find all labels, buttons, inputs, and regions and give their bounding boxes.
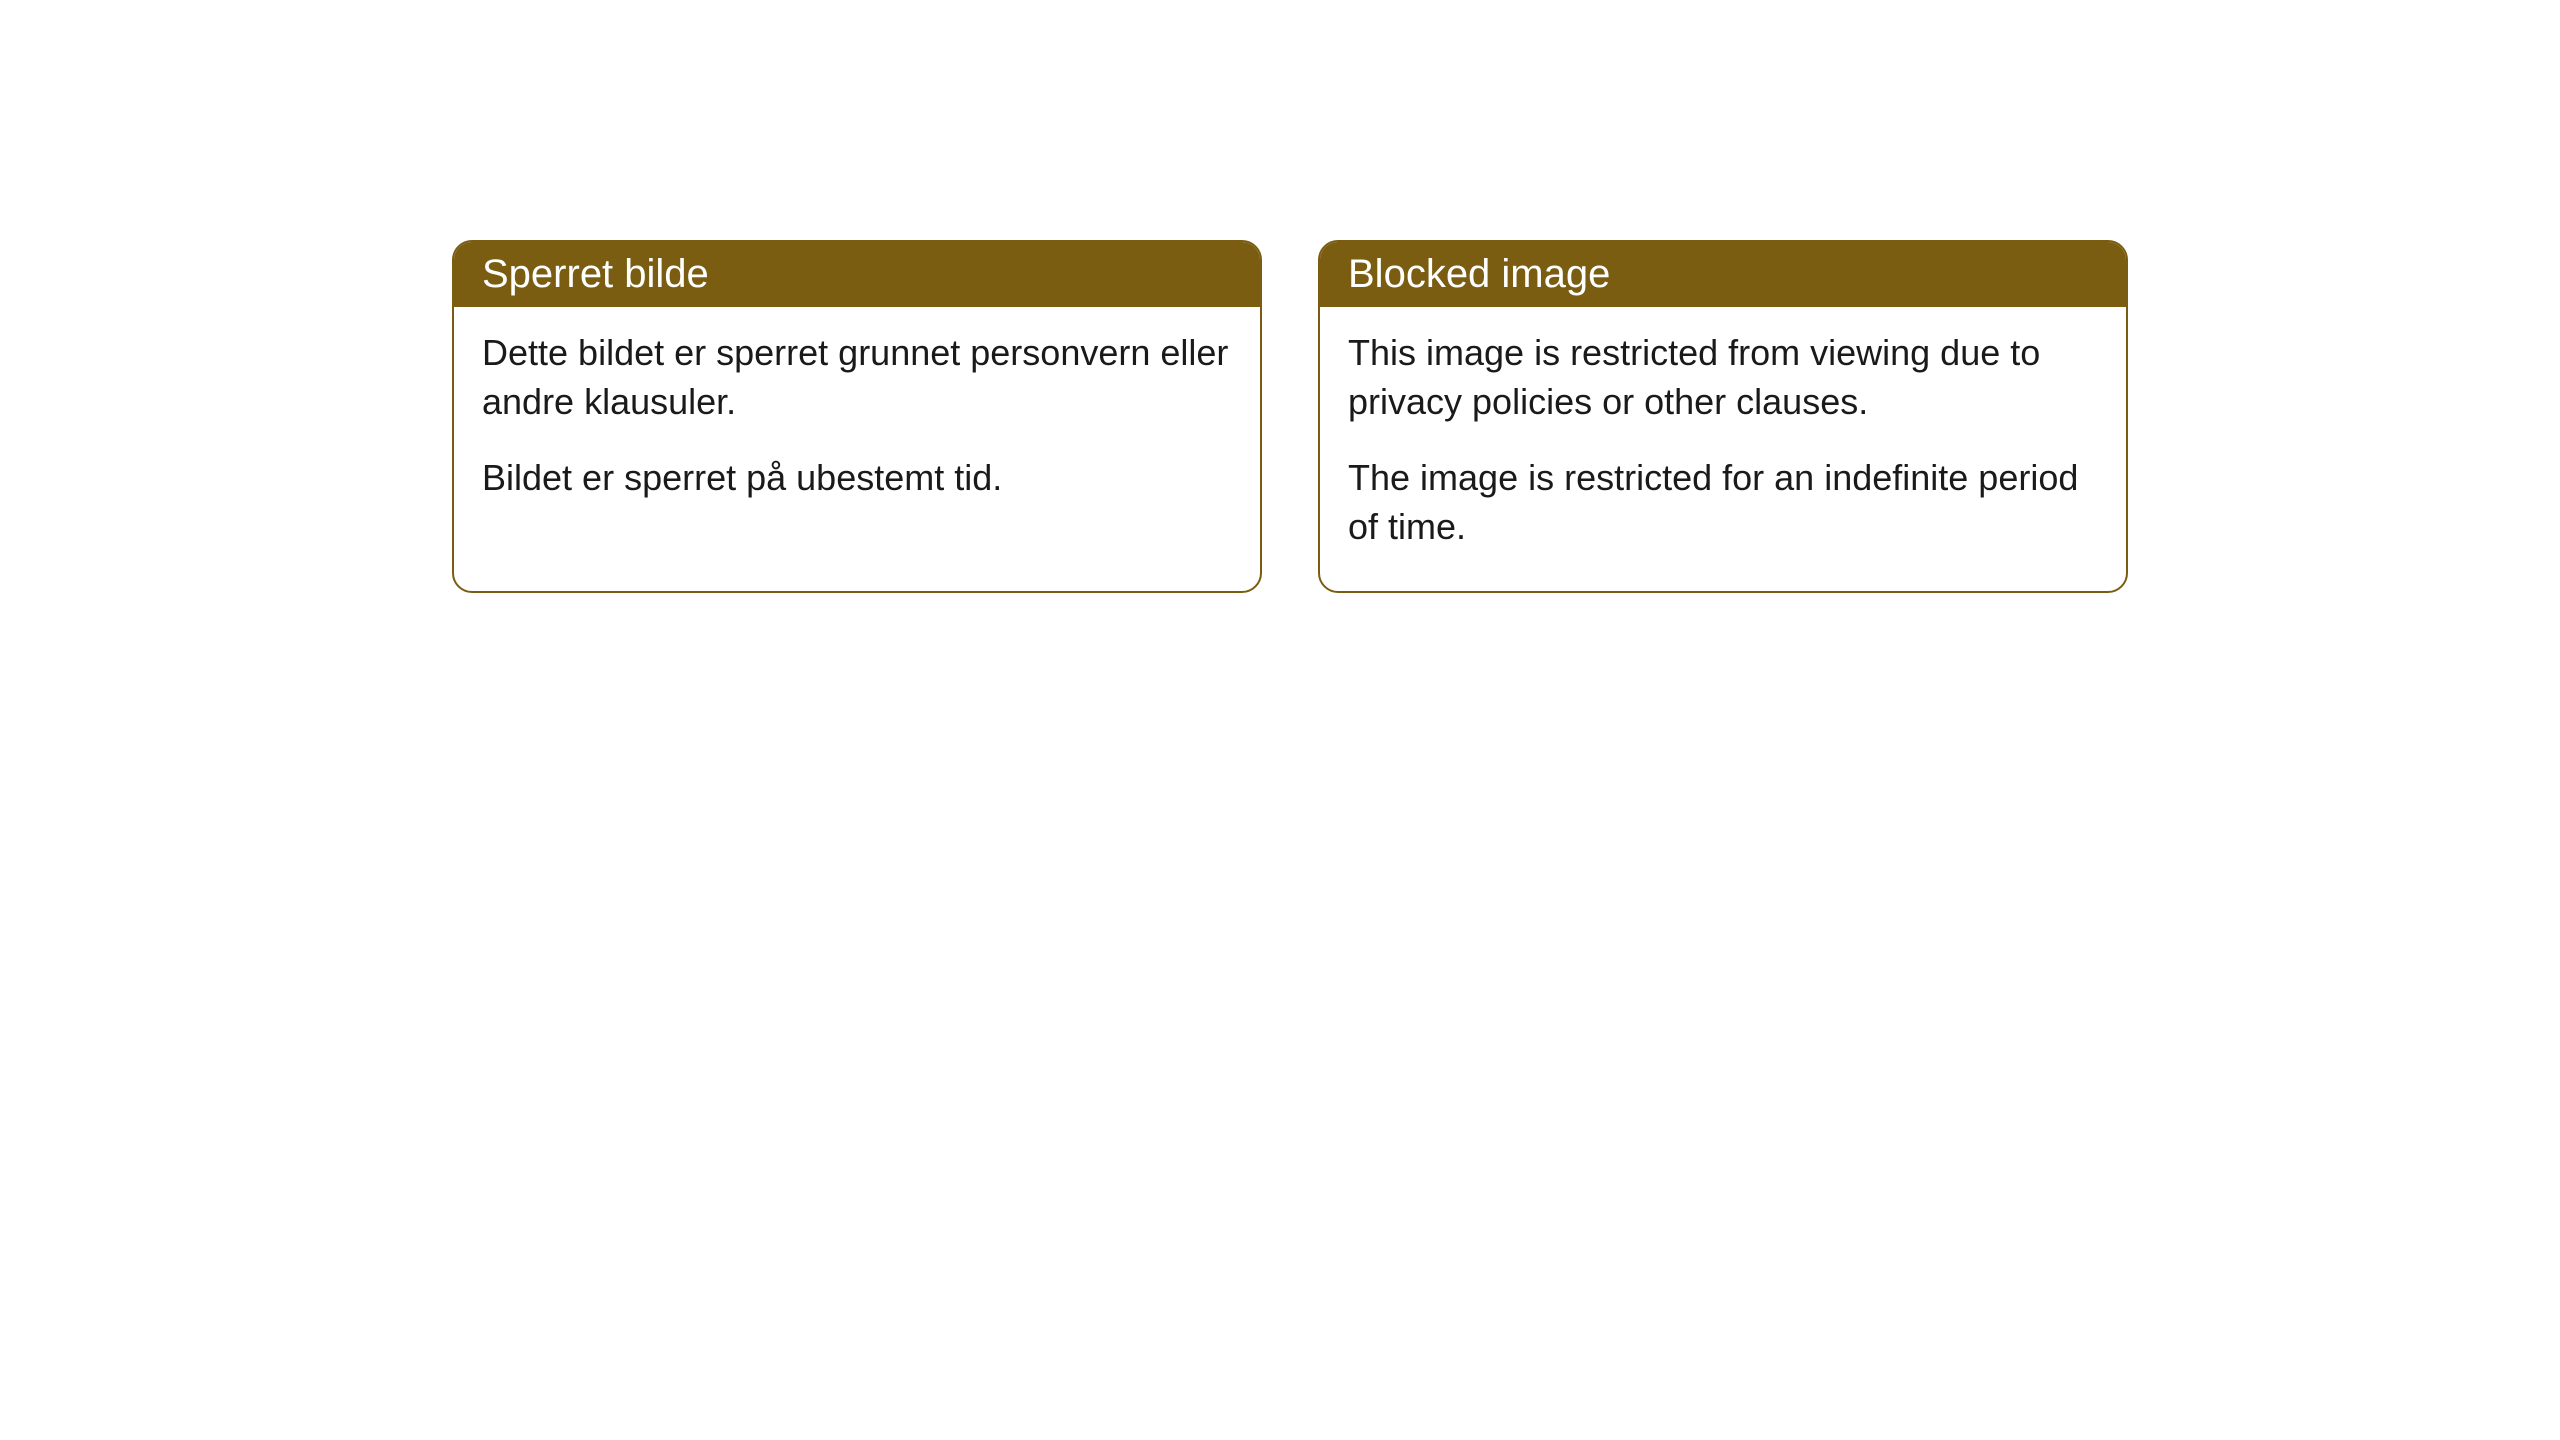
card-body: Dette bildet er sperret grunnet personve… — [454, 307, 1260, 543]
card-title: Sperret bilde — [482, 252, 709, 296]
card-title: Blocked image — [1348, 252, 1610, 296]
card-body: This image is restricted from viewing du… — [1320, 307, 2126, 591]
card-paragraph-1: This image is restricted from viewing du… — [1348, 329, 2098, 426]
card-header: Sperret bilde — [454, 242, 1260, 307]
blocked-image-card-english: Blocked image This image is restricted f… — [1318, 240, 2128, 593]
card-paragraph-1: Dette bildet er sperret grunnet personve… — [482, 329, 1232, 426]
blocked-image-card-norwegian: Sperret bilde Dette bildet er sperret gr… — [452, 240, 1262, 593]
card-paragraph-2: Bildet er sperret på ubestemt tid. — [482, 454, 1232, 503]
card-header: Blocked image — [1320, 242, 2126, 307]
card-paragraph-2: The image is restricted for an indefinit… — [1348, 454, 2098, 551]
notice-cards-container: Sperret bilde Dette bildet er sperret gr… — [452, 240, 2128, 593]
